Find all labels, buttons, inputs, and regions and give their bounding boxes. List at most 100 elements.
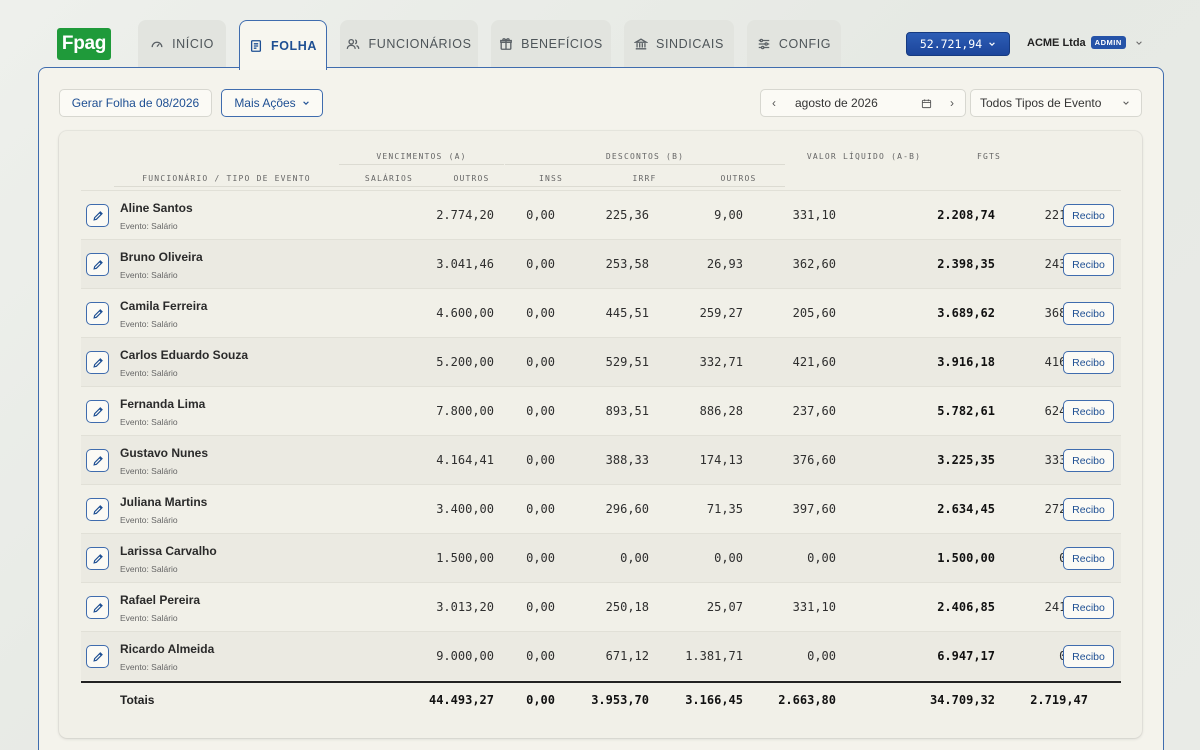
receipt-button[interactable]: Recibo [1063, 351, 1114, 374]
header-outros-desc: OUTROS [720, 174, 757, 183]
cell-outros-desc: 331,10 [792, 208, 836, 222]
edit-button[interactable] [86, 498, 109, 521]
cell-inss: 388,33 [605, 453, 649, 467]
edit-button[interactable] [86, 547, 109, 570]
pencil-icon [92, 651, 103, 662]
table-row: Juliana Martins Evento: Salário 3.400,00 0,… [81, 484, 1121, 533]
table-row: Rafael Pereira Evento: Salário 3.013,20 0,0… [81, 582, 1121, 631]
gift-icon [500, 38, 513, 50]
edit-button[interactable] [86, 204, 109, 227]
tab-label: SINDICAIS [656, 37, 724, 51]
event-type: Evento: Salário [120, 368, 178, 378]
cell-outros-venc: 0,00 [526, 600, 555, 614]
cell-irrf: 9,00 [714, 208, 743, 222]
header-outros-venc: OUTROS [453, 174, 490, 183]
cell-salarios: 1.500,00 [436, 551, 494, 565]
chevron-down-icon [302, 101, 309, 105]
event-type: Evento: Salário [120, 564, 178, 574]
cell-irrf: 174,13 [699, 453, 743, 467]
balance-button[interactable]: 52.721,94 [906, 32, 1010, 56]
calendar-icon[interactable] [913, 98, 939, 109]
cell-liquido: 2.634,45 [937, 502, 995, 516]
cell-inss: 445,51 [605, 306, 649, 320]
cell-outros-desc: 237,60 [792, 404, 836, 418]
cell-liquido: 3.225,35 [937, 453, 995, 467]
next-month-button[interactable]: › [950, 96, 954, 110]
company-menu[interactable]: ACME Ltda ADMIN [1027, 36, 1143, 49]
receipt-button[interactable]: Recibo [1063, 547, 1114, 570]
header-salarios: SALÁRIOS [364, 174, 414, 183]
generate-payroll-button[interactable]: Gerar Folha de 08/2026 [59, 89, 212, 117]
prev-month-button[interactable]: ‹ [772, 96, 776, 110]
cell-salarios: 4.164,41 [436, 453, 494, 467]
table-row: Camila Ferreira Evento: Salário 4.600,00 0,… [81, 288, 1121, 337]
receipt-button[interactable]: Recibo [1063, 400, 1114, 423]
edit-button[interactable] [86, 400, 109, 423]
receipt-button[interactable]: Recibo [1063, 449, 1114, 472]
period-value[interactable]: agosto de 2026 [795, 96, 878, 110]
receipt-button[interactable]: Recibo [1063, 253, 1114, 276]
edit-button[interactable] [86, 253, 109, 276]
cell-inss: 893,51 [605, 404, 649, 418]
cell-inss: 296,60 [605, 502, 649, 516]
tab-sindicais[interactable]: SINDICAIS [624, 20, 734, 68]
receipt-button[interactable]: Recibo [1063, 302, 1114, 325]
company-name: ACME Ltda [1027, 36, 1086, 49]
total-inss: 3.953,70 [591, 693, 649, 707]
pencil-icon [92, 602, 103, 613]
pencil-icon [92, 504, 103, 515]
edit-button[interactable] [86, 449, 109, 472]
header-inss: INSS [538, 174, 564, 183]
chevron-down-icon [1123, 101, 1129, 105]
edit-button[interactable] [86, 645, 109, 668]
edit-button[interactable] [86, 351, 109, 374]
tab-inicio[interactable]: INÍCIO [138, 20, 226, 68]
more-actions-button[interactable]: Mais Ações [221, 89, 323, 117]
role-badge: ADMIN [1090, 36, 1126, 49]
payroll-table: VENCIMENTOS (A) DESCONTOS (B) VALOR LÍQU… [59, 131, 1142, 738]
tab-folha[interactable]: FOLHA [239, 20, 327, 70]
total-liquido: 34.709,32 [929, 693, 995, 707]
pencil-icon [92, 553, 103, 564]
receipt-button[interactable]: Recibo [1063, 645, 1114, 668]
tab-config[interactable]: CONFIG [747, 20, 841, 68]
total-salarios: 44.493,27 [428, 693, 494, 707]
cell-outros-desc: 0,00 [807, 649, 836, 663]
edit-button[interactable] [86, 596, 109, 619]
cell-irrf: 26,93 [706, 257, 743, 271]
cell-outros-venc: 0,00 [526, 404, 555, 418]
receipt-button[interactable]: Recibo [1063, 204, 1114, 227]
users-icon [347, 38, 360, 49]
cell-irrf: 332,71 [699, 355, 743, 369]
cell-liquido: 2.208,74 [937, 208, 995, 222]
cell-liquido: 2.398,35 [937, 257, 995, 271]
employee-name: Ricardo Almeida [120, 642, 215, 656]
cell-inss: 225,36 [605, 208, 649, 222]
table-row: Aline Santos Evento: Salário 2.774,20 0,00 2… [81, 190, 1121, 239]
folha-panel: Gerar Folha de 08/2026 Mais Ações ‹ agos… [38, 67, 1164, 750]
cell-outros-desc: 362,60 [792, 257, 836, 271]
cell-irrf: 25,07 [706, 600, 743, 614]
header-descontos: DESCONTOS (B) [605, 152, 685, 161]
tab-beneficios[interactable]: BENEFÍCIOS [491, 20, 611, 68]
receipt-button[interactable]: Recibo [1063, 498, 1114, 521]
pencil-icon [92, 455, 103, 466]
document-icon [250, 39, 261, 52]
employee-name: Carlos Eduardo Souza [120, 348, 249, 362]
event-type-select[interactable]: Todos Tipos de Evento [970, 89, 1142, 117]
cell-outros-venc: 0,00 [526, 355, 555, 369]
event-type: Evento: Salário [120, 221, 178, 231]
tab-label: FOLHA [270, 38, 318, 53]
tab-label: INÍCIO [172, 37, 214, 51]
cell-inss: 529,51 [605, 355, 649, 369]
cell-outros-venc: 0,00 [526, 257, 555, 271]
edit-button[interactable] [86, 302, 109, 325]
tab-label: CONFIG [778, 37, 832, 51]
tab-funcionarios[interactable]: FUNCIONÁRIOS [340, 20, 478, 68]
tab-label: FUNCIONÁRIOS [368, 37, 472, 51]
receipt-button[interactable]: Recibo [1063, 596, 1114, 619]
app-logo[interactable]: Fpag [57, 28, 111, 60]
event-type: Evento: Salário [120, 270, 178, 280]
cell-outros-venc: 0,00 [526, 453, 555, 467]
table-row: Gustavo Nunes Evento: Salário 4.164,41 0,00… [81, 435, 1121, 484]
